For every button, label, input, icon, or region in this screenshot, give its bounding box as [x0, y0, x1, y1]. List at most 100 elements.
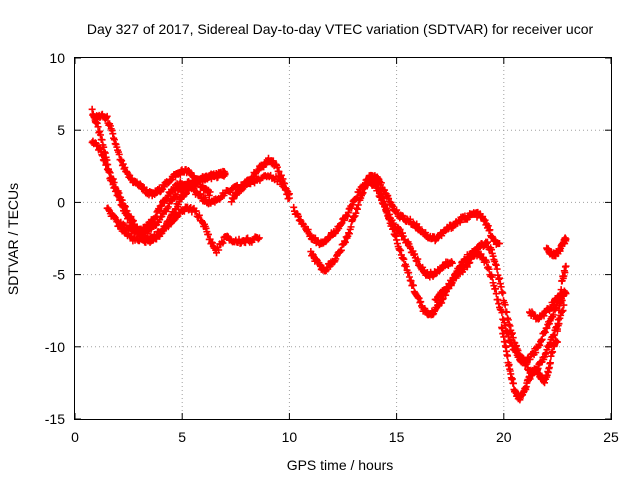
- data-point: [354, 201, 362, 209]
- series-sat-l: [526, 287, 570, 323]
- data-point: [553, 338, 561, 346]
- data-point: [556, 298, 564, 306]
- data-point: [347, 223, 355, 231]
- data-point: [196, 178, 204, 186]
- data-point: [173, 193, 181, 201]
- data-point: [125, 214, 133, 222]
- data-point: [380, 197, 388, 205]
- series-sat-f: [228, 154, 293, 206]
- data-point: [341, 238, 349, 246]
- data-point: [483, 238, 491, 246]
- data-point: [151, 213, 159, 221]
- data-point: [152, 212, 160, 220]
- data-point: [377, 190, 385, 198]
- data-point: [290, 203, 298, 211]
- data-point: [495, 300, 503, 308]
- data-point: [285, 191, 293, 199]
- data-point: [195, 211, 203, 219]
- y-tick-label: -10: [45, 339, 65, 355]
- data-point: [254, 235, 262, 243]
- data-point: [481, 216, 489, 224]
- data-point: [547, 304, 555, 312]
- data-point: [554, 316, 562, 324]
- series-sat-n: [553, 262, 570, 335]
- data-point: [174, 212, 182, 220]
- data-point: [532, 349, 540, 357]
- data-point: [275, 168, 283, 176]
- data-point: [400, 255, 408, 263]
- data-point: [483, 258, 491, 266]
- data-point: [523, 360, 531, 368]
- data-point: [504, 328, 512, 336]
- data-point: [248, 176, 256, 184]
- data-point: [337, 246, 345, 254]
- data-point: [138, 227, 146, 235]
- data-point: [486, 226, 494, 234]
- data-point: [111, 183, 119, 191]
- data-point: [221, 171, 229, 179]
- y-tick-label: 5: [57, 122, 65, 138]
- x-axis-label: GPS time / hours: [287, 457, 394, 473]
- series-sat-m: [543, 234, 570, 260]
- chart-title: Day 327 of 2017, Sidereal Day-to-day VTE…: [87, 21, 594, 37]
- data-point: [155, 206, 163, 214]
- data-point: [512, 342, 520, 350]
- data-point: [504, 352, 512, 360]
- data-point: [485, 265, 493, 273]
- data-point: [448, 258, 456, 266]
- data-point: [102, 114, 110, 122]
- data-point: [345, 230, 353, 238]
- data-point: [192, 207, 200, 215]
- data-point: [466, 259, 474, 267]
- data-marks: [88, 105, 570, 404]
- data-point: [182, 190, 190, 198]
- y-tick-label: 10: [49, 50, 65, 66]
- data-point: [124, 213, 132, 221]
- data-point: [399, 254, 407, 262]
- data-point: [392, 232, 400, 240]
- data-point: [385, 214, 393, 222]
- data-point: [411, 250, 419, 258]
- data-point: [102, 161, 110, 169]
- data-point: [491, 260, 499, 268]
- data-point: [359, 189, 367, 197]
- data-point: [98, 151, 106, 159]
- data-point: [110, 136, 118, 144]
- data-point: [541, 328, 549, 336]
- data-point: [391, 231, 399, 239]
- x-tick-label: 0: [71, 429, 79, 445]
- data-point: [115, 150, 123, 158]
- data-point: [549, 311, 557, 319]
- data-point: [501, 301, 509, 309]
- data-point: [277, 171, 285, 179]
- data-point: [514, 347, 522, 355]
- data-point: [352, 209, 360, 217]
- data-point: [103, 112, 111, 120]
- series-sat-g: [290, 172, 504, 249]
- data-point: [526, 375, 534, 383]
- data-point: [497, 283, 505, 291]
- x-tick-label: 15: [389, 429, 405, 445]
- series-sat-k: [498, 323, 561, 404]
- data-point: [98, 136, 106, 144]
- data-point: [407, 277, 415, 285]
- series-sat-h: [307, 176, 456, 281]
- data-point: [119, 203, 127, 211]
- data-point: [546, 359, 554, 367]
- data-point: [226, 188, 234, 196]
- data-point: [110, 134, 118, 142]
- data-point: [471, 250, 479, 258]
- y-tick-label: -5: [53, 267, 66, 283]
- data-point: [173, 213, 181, 221]
- data-point: [463, 263, 471, 271]
- data-point: [509, 379, 517, 387]
- data-point: [365, 177, 373, 185]
- data-point: [417, 298, 425, 306]
- data-point: [496, 274, 504, 282]
- data-point: [438, 299, 446, 307]
- data-point: [118, 201, 126, 209]
- data-point: [348, 201, 356, 209]
- data-point: [116, 196, 124, 204]
- data-point: [484, 222, 492, 230]
